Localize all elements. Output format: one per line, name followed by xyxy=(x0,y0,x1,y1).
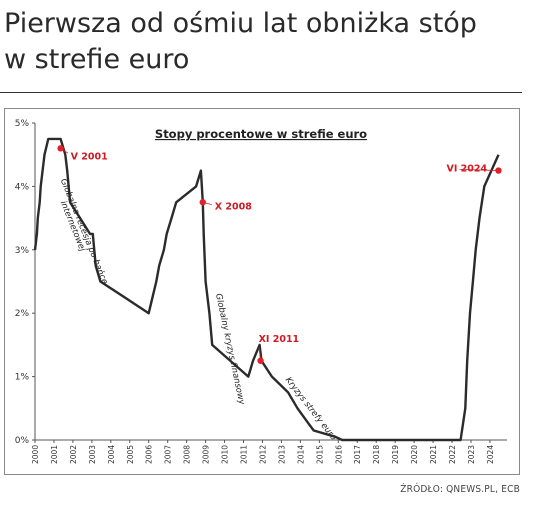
y-tick-label: 2% xyxy=(15,309,30,319)
headline: Pierwsza od ośmiu lat obniżka stóp w str… xyxy=(4,6,524,78)
x-tick-label: 2012 xyxy=(258,445,267,464)
x-tick-label: 2021 xyxy=(429,445,438,464)
x-tick-label: 2005 xyxy=(126,445,135,464)
x-tick-label: 2019 xyxy=(391,445,400,464)
annotation-label: Globalna recesja po bańce xyxy=(58,177,110,285)
point-label: VI 2024 xyxy=(446,164,487,175)
y-tick-label: 3% xyxy=(15,246,30,256)
x-tick-label: 2017 xyxy=(353,445,362,464)
chart-frame: 0% 1% 2% 3% 4% 5% 2000 2001 2002 2003 2004 2005 2006… xyxy=(4,108,520,475)
point-leader xyxy=(459,168,499,171)
point-label: X 2008 xyxy=(215,201,252,212)
headline-line-1: Pierwsza od ośmiu lat obniżka stóp xyxy=(4,8,477,39)
x-tick-label: 2022 xyxy=(448,445,457,464)
x-tick-label: 2007 xyxy=(164,445,173,464)
x-tick-label: 2001 xyxy=(50,445,59,464)
x-tick-label: 2015 xyxy=(315,445,324,464)
x-tick-label: 2018 xyxy=(372,445,381,464)
x-tick-label: 2010 xyxy=(221,445,230,464)
chart-title: Stopy procentowe w strefie euro xyxy=(155,127,367,141)
y-tick-label: 5% xyxy=(15,119,30,129)
headline-divider xyxy=(0,92,522,93)
headline-line-2: w strefie euro xyxy=(4,44,190,75)
x-tick-label: 2013 xyxy=(277,445,286,464)
highlight-point xyxy=(495,167,502,174)
rate-series-line xyxy=(33,137,500,442)
point-label: V 2001 xyxy=(71,151,108,162)
interest-rate-chart: 0% 1% 2% 3% 4% 5% 2000 2001 2002 2003 2004 2005 2006… xyxy=(15,119,507,464)
x-tick-label: 2000 xyxy=(31,445,40,464)
y-tick-label: 0% xyxy=(15,436,30,446)
x-tick-label: 2011 xyxy=(240,445,249,464)
x-tick-label: 2004 xyxy=(107,445,116,464)
x-tick-label: 2023 xyxy=(467,445,476,464)
x-tick-label: 2016 xyxy=(334,445,343,464)
x-tick-label: 2014 xyxy=(296,445,305,464)
point-label: XI 2011 xyxy=(259,334,300,345)
x-tick-label: 2006 xyxy=(145,445,154,464)
x-tick-label: 2020 xyxy=(410,445,419,464)
highlight-point xyxy=(57,145,64,152)
x-tick-label: 2009 xyxy=(202,445,211,464)
x-tick-label: 2024 xyxy=(486,445,495,464)
y-tick-label: 4% xyxy=(15,182,30,192)
x-tick-label: 2008 xyxy=(183,445,192,464)
source-note: ŹRÓDŁO: QNEWS.PL, ECB xyxy=(400,484,520,495)
highlight-point xyxy=(257,357,264,364)
y-tick-label: 1% xyxy=(15,373,30,383)
annotation-label: Kryzys strefy euro xyxy=(283,375,338,442)
x-tick-label: 2003 xyxy=(88,445,97,464)
highlight-point xyxy=(199,199,206,206)
x-tick-label: 2002 xyxy=(69,445,78,464)
